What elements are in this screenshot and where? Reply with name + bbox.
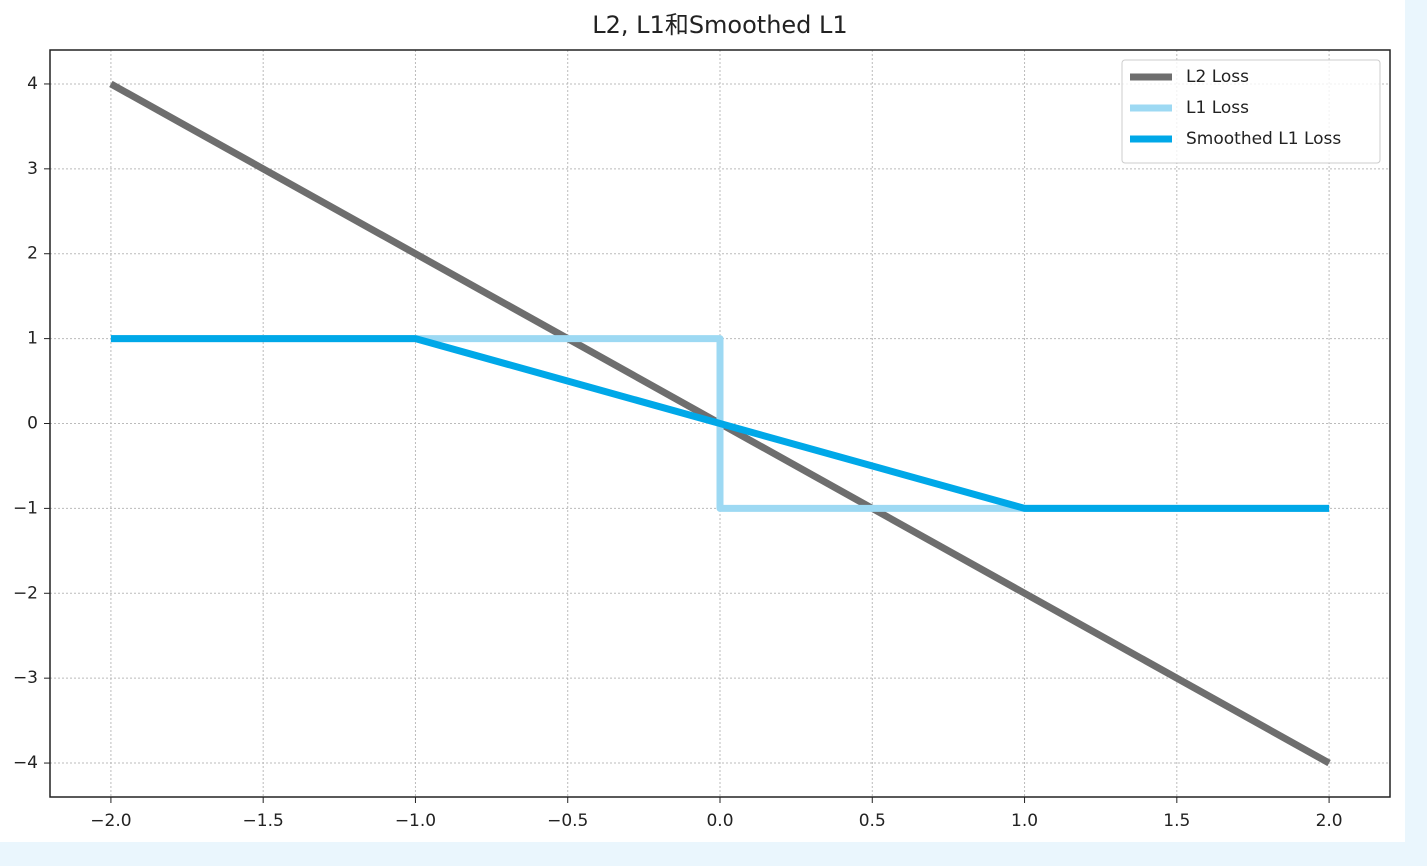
x-tick-label: 1.0: [1011, 811, 1038, 831]
x-tick-label: −0.5: [547, 811, 588, 831]
chart-title: L2, L1和Smoothed L1: [592, 11, 847, 39]
legend-label: Smoothed L1 Loss: [1186, 129, 1341, 149]
y-tick-label: −3: [13, 668, 38, 688]
x-tick-label: 0.0: [706, 811, 733, 831]
y-tick-label: 4: [27, 74, 38, 94]
legend-label: L2 Loss: [1186, 67, 1249, 87]
y-tick-label: 0: [27, 414, 38, 434]
y-tick-label: −2: [13, 583, 38, 603]
x-tick-label: 0.5: [859, 811, 886, 831]
y-tick-label: 2: [27, 244, 38, 264]
x-tick-label: −2.0: [90, 811, 131, 831]
x-tick-label: 1.5: [1163, 811, 1190, 831]
y-tick-label: 1: [27, 329, 38, 349]
x-tick-label: −1.0: [395, 811, 436, 831]
x-tick-label: −1.5: [243, 811, 284, 831]
y-tick-label: −1: [13, 498, 38, 518]
y-tick-label: 3: [27, 159, 38, 179]
x-tick-label: 2.0: [1316, 811, 1343, 831]
line-series: [110, 335, 1330, 512]
legend-label: L1 Loss: [1186, 98, 1249, 118]
plot-frame: [49, 49, 1391, 798]
legend-box: [1121, 59, 1381, 164]
y-tick-label: −4: [13, 753, 38, 773]
